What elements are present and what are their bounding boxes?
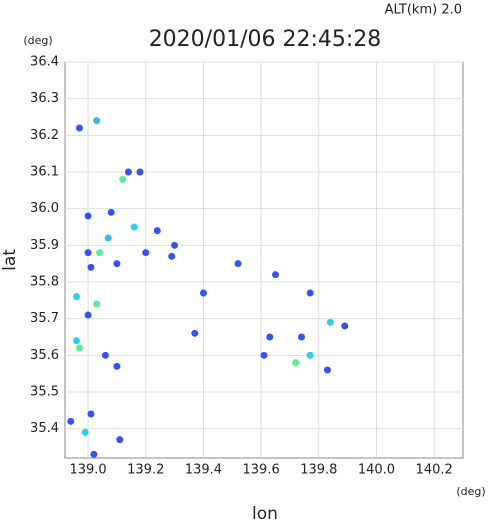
echo-point [73,293,81,301]
echo-point [124,168,132,176]
plot-frame [64,61,464,459]
y-tick-label: 36.1 [30,165,59,180]
echo-point [142,249,150,257]
echo-point [75,344,83,352]
echo-point [199,289,207,297]
echo-point [119,175,127,183]
echo-point [171,241,179,249]
x-axis-label: lon [252,504,278,521]
chart-title: 2020/01/06 22:45:28 [149,27,382,52]
echo-point [341,322,349,330]
echo-point [113,260,121,268]
echo-point [266,333,274,341]
echo-point [326,318,334,326]
echo-point [84,212,92,220]
y-tick-label: 35.6 [30,348,59,363]
echo-point [90,450,98,458]
x-tick-label: 139.2 [127,463,164,478]
echo-point [234,260,242,268]
echo-point [96,249,104,257]
echo-point [130,223,138,231]
echo-point [136,168,144,176]
y-tick-label: 35.7 [30,311,59,326]
y-axis-label: lat [0,249,20,271]
echo-point [84,249,92,257]
echo-point [191,329,199,337]
echo-point [113,362,121,370]
echo-point [116,436,124,444]
y-tick-label: 35.5 [30,385,59,400]
echo-point [101,351,109,359]
echo-point [93,300,101,308]
echo-point [272,271,280,279]
echo-point [87,410,95,418]
y-unit: (deg) [23,34,52,47]
echo-point [297,333,305,341]
x-tick-label: 139.6 [243,463,280,478]
x-tick-label: 139.0 [69,463,106,478]
y-tick-label: 36.2 [30,128,59,143]
x-tick-label: 139.4 [185,463,222,478]
echo-point [75,124,83,132]
y-tick-label: 36.0 [30,201,59,216]
echo-point [104,234,112,242]
echo-point [292,359,300,367]
y-tick-label: 36.4 [30,55,59,70]
echo-point [84,311,92,319]
echo-point [306,351,314,359]
echo-point [87,263,95,271]
echo-point [107,208,115,216]
echo-point [168,252,176,260]
x-tick-label: 140.0 [358,463,395,478]
x-tick-label: 139.8 [300,463,337,478]
x-tick-label: 140.2 [416,463,453,478]
y-tick-label: 35.9 [30,238,59,253]
echo-point [323,366,331,374]
echo-point [81,428,89,436]
y-tick-label: 35.8 [30,275,59,290]
chart-subtitle: ALT(km) 2.0 [385,3,462,18]
echo-point [67,417,75,425]
echo-point [153,227,161,235]
echo-point [306,289,314,297]
x-unit: (deg) [456,485,485,498]
echo-point [93,117,101,125]
y-tick-label: 36.3 [30,91,59,106]
echo-point [73,337,81,345]
echo-point [260,351,268,359]
y-tick-label: 35.4 [30,421,59,436]
